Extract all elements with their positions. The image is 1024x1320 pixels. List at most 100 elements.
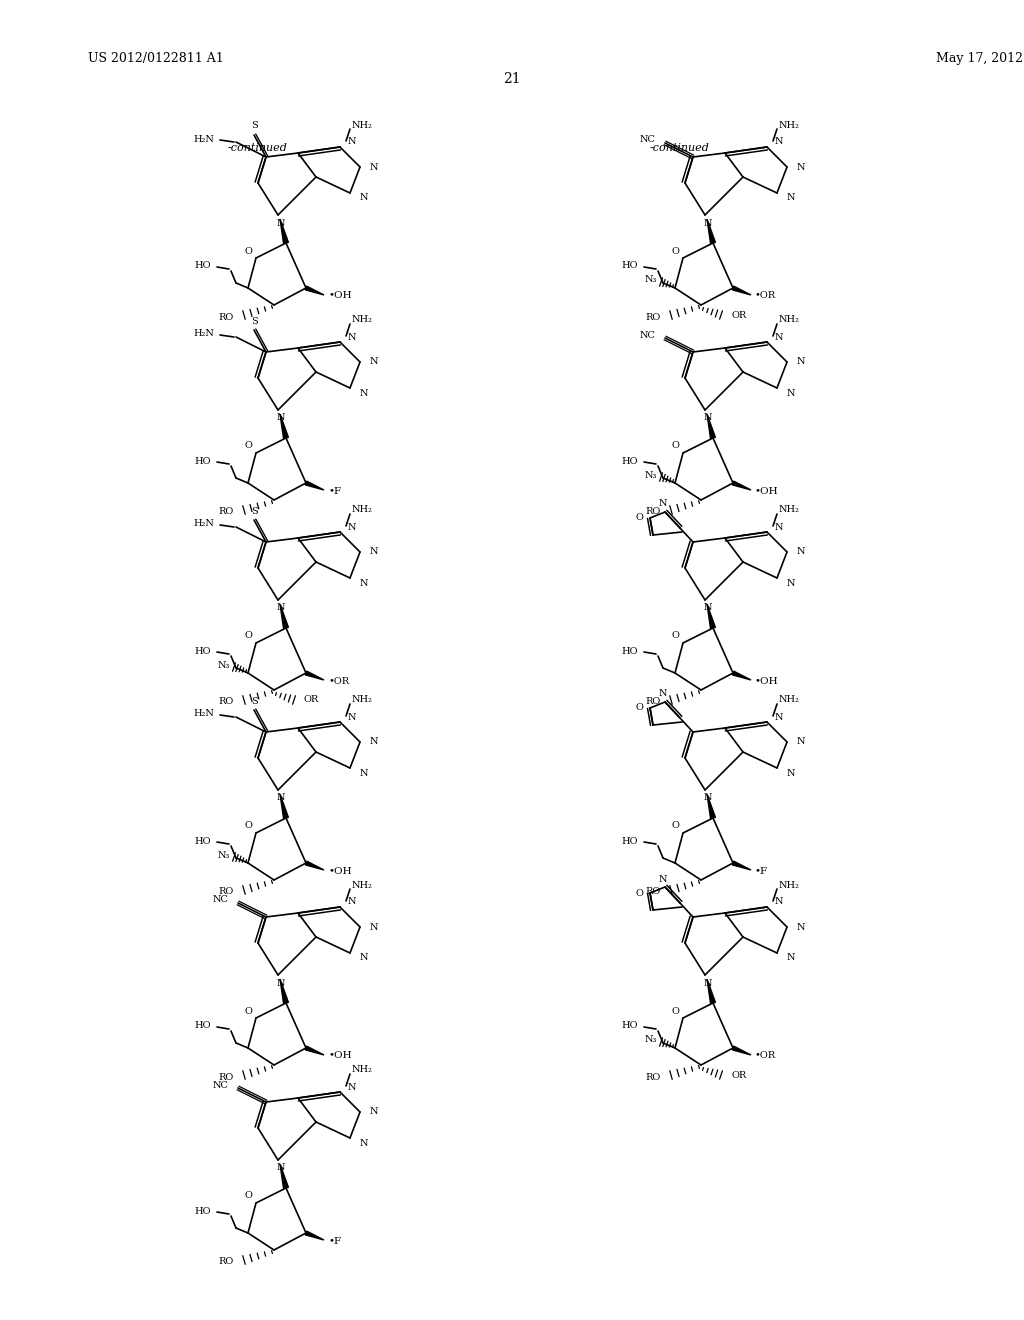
Text: N: N: [360, 388, 369, 397]
Text: RO: RO: [219, 507, 234, 516]
Text: N₃: N₃: [645, 276, 657, 285]
Text: N: N: [787, 194, 796, 202]
Text: RO: RO: [646, 313, 662, 322]
Text: NH₂: NH₂: [779, 880, 800, 890]
Text: N: N: [360, 768, 369, 777]
Text: H₂N: H₂N: [194, 520, 214, 528]
Text: N: N: [276, 603, 286, 612]
Text: N: N: [360, 953, 369, 962]
Text: HO: HO: [622, 837, 638, 846]
Polygon shape: [707, 219, 716, 244]
Text: N: N: [370, 358, 379, 367]
Text: RO: RO: [219, 887, 234, 896]
Text: NC: NC: [639, 136, 655, 144]
Text: •F: •F: [755, 866, 768, 875]
Text: US 2012/0122811 A1: US 2012/0122811 A1: [88, 51, 224, 65]
Text: •OR: •OR: [755, 292, 776, 301]
Text: O: O: [671, 631, 679, 640]
Text: H₂N: H₂N: [194, 330, 214, 338]
Text: N: N: [775, 137, 783, 147]
Text: N: N: [775, 333, 783, 342]
Polygon shape: [280, 414, 289, 438]
Text: HO: HO: [622, 457, 638, 466]
Polygon shape: [280, 1164, 289, 1188]
Text: •OH: •OH: [328, 1052, 351, 1060]
Text: NH₂: NH₂: [352, 120, 373, 129]
Text: NH₂: NH₂: [779, 696, 800, 705]
Text: N: N: [658, 874, 668, 883]
Text: N: N: [797, 738, 806, 747]
Text: N: N: [797, 162, 806, 172]
Polygon shape: [305, 480, 324, 490]
Text: N: N: [370, 923, 379, 932]
Text: May 17, 2012: May 17, 2012: [936, 51, 1023, 65]
Text: 21: 21: [503, 73, 521, 86]
Text: HO: HO: [622, 261, 638, 271]
Text: HO: HO: [622, 647, 638, 656]
Text: N: N: [703, 793, 713, 803]
Text: S: S: [251, 121, 257, 131]
Text: HO: HO: [195, 1022, 211, 1031]
Text: •OH: •OH: [328, 292, 351, 301]
Text: O: O: [244, 441, 252, 450]
Text: NH₂: NH₂: [779, 120, 800, 129]
Text: O: O: [635, 888, 643, 898]
Text: N: N: [775, 523, 783, 532]
Text: N: N: [348, 713, 356, 722]
Text: O: O: [635, 513, 643, 523]
Text: HO: HO: [195, 1206, 211, 1216]
Polygon shape: [732, 286, 751, 294]
Text: •OH: •OH: [755, 487, 778, 495]
Text: RO: RO: [219, 1072, 234, 1081]
Text: O: O: [244, 247, 252, 256]
Text: OR: OR: [304, 696, 319, 705]
Text: O: O: [244, 631, 252, 640]
Text: NH₂: NH₂: [352, 880, 373, 890]
Text: N: N: [703, 413, 713, 422]
Polygon shape: [707, 979, 716, 1003]
Polygon shape: [732, 671, 751, 680]
Text: NH₂: NH₂: [352, 506, 373, 515]
Text: H₂N: H₂N: [194, 710, 214, 718]
Text: NH₂: NH₂: [779, 315, 800, 325]
Text: RO: RO: [219, 1258, 234, 1266]
Text: N: N: [703, 978, 713, 987]
Text: N: N: [797, 923, 806, 932]
Text: N: N: [360, 578, 369, 587]
Text: N: N: [787, 768, 796, 777]
Text: S: S: [251, 507, 257, 516]
Polygon shape: [280, 795, 289, 818]
Text: HO: HO: [195, 837, 211, 846]
Text: OR: OR: [731, 1071, 746, 1080]
Text: N: N: [370, 738, 379, 747]
Text: O: O: [244, 821, 252, 830]
Text: HO: HO: [195, 647, 211, 656]
Text: O: O: [244, 1006, 252, 1015]
Text: N: N: [370, 548, 379, 557]
Text: RO: RO: [219, 697, 234, 706]
Text: N₃: N₃: [218, 660, 230, 669]
Text: NC: NC: [212, 895, 228, 904]
Text: O: O: [635, 704, 643, 713]
Text: N: N: [658, 689, 668, 698]
Text: RO: RO: [646, 697, 662, 706]
Text: NC: NC: [212, 1081, 228, 1089]
Polygon shape: [305, 286, 324, 294]
Text: RO: RO: [646, 887, 662, 896]
Text: N: N: [703, 219, 713, 227]
Text: S: S: [251, 697, 257, 705]
Text: •OH: •OH: [755, 676, 778, 685]
Text: -continued: -continued: [650, 143, 710, 153]
Polygon shape: [305, 1232, 324, 1239]
Text: OR: OR: [731, 310, 746, 319]
Text: N: N: [775, 898, 783, 907]
Text: HO: HO: [195, 261, 211, 271]
Polygon shape: [305, 671, 324, 680]
Text: N: N: [370, 162, 379, 172]
Polygon shape: [707, 795, 716, 818]
Text: N: N: [703, 603, 713, 612]
Text: NH₂: NH₂: [779, 506, 800, 515]
Text: N: N: [787, 578, 796, 587]
Text: S: S: [251, 317, 257, 326]
Text: O: O: [671, 247, 679, 256]
